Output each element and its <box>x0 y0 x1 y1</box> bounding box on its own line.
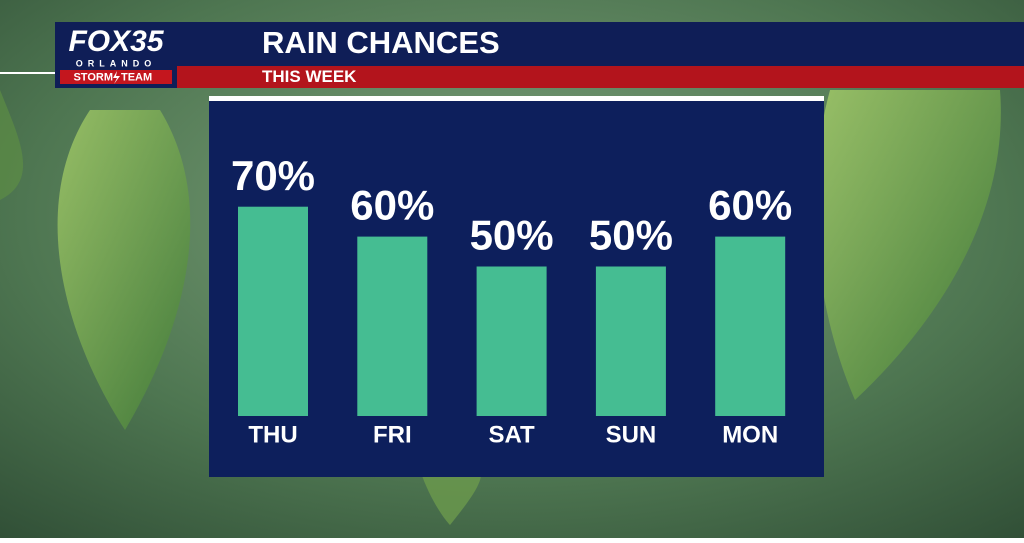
logo-bolt <box>113 71 120 84</box>
bar <box>238 206 308 416</box>
category-label: SAT <box>488 421 535 448</box>
panel-rule <box>209 96 824 101</box>
bar <box>357 236 428 416</box>
category-label: SUN <box>606 421 657 448</box>
bar <box>476 266 547 416</box>
value-label: 70% <box>231 152 315 199</box>
category-label: MON <box>722 421 778 448</box>
bar <box>595 266 666 416</box>
value-label: 60% <box>350 182 434 229</box>
category-label: FRI <box>373 421 412 448</box>
leaf <box>0 90 24 200</box>
leaf <box>57 110 191 430</box>
logo-team: TEAM <box>121 71 152 83</box>
category-label: THU <box>248 421 297 448</box>
subtitle-bar <box>55 66 1024 88</box>
value-label: 50% <box>589 212 673 259</box>
value-label: 60% <box>708 182 792 229</box>
value-label: 50% <box>470 212 554 259</box>
logo-city: ORLANDO <box>76 58 157 68</box>
chart-subtitle: THIS WEEK <box>262 67 357 86</box>
leaf <box>815 90 1001 400</box>
logo-team: STORM <box>73 71 113 83</box>
leaf <box>420 470 481 525</box>
logo-brand: FOX35 <box>68 25 164 58</box>
bar <box>715 236 786 416</box>
chart-title: RAIN CHANCES <box>262 25 500 60</box>
title-bar <box>55 22 1024 67</box>
